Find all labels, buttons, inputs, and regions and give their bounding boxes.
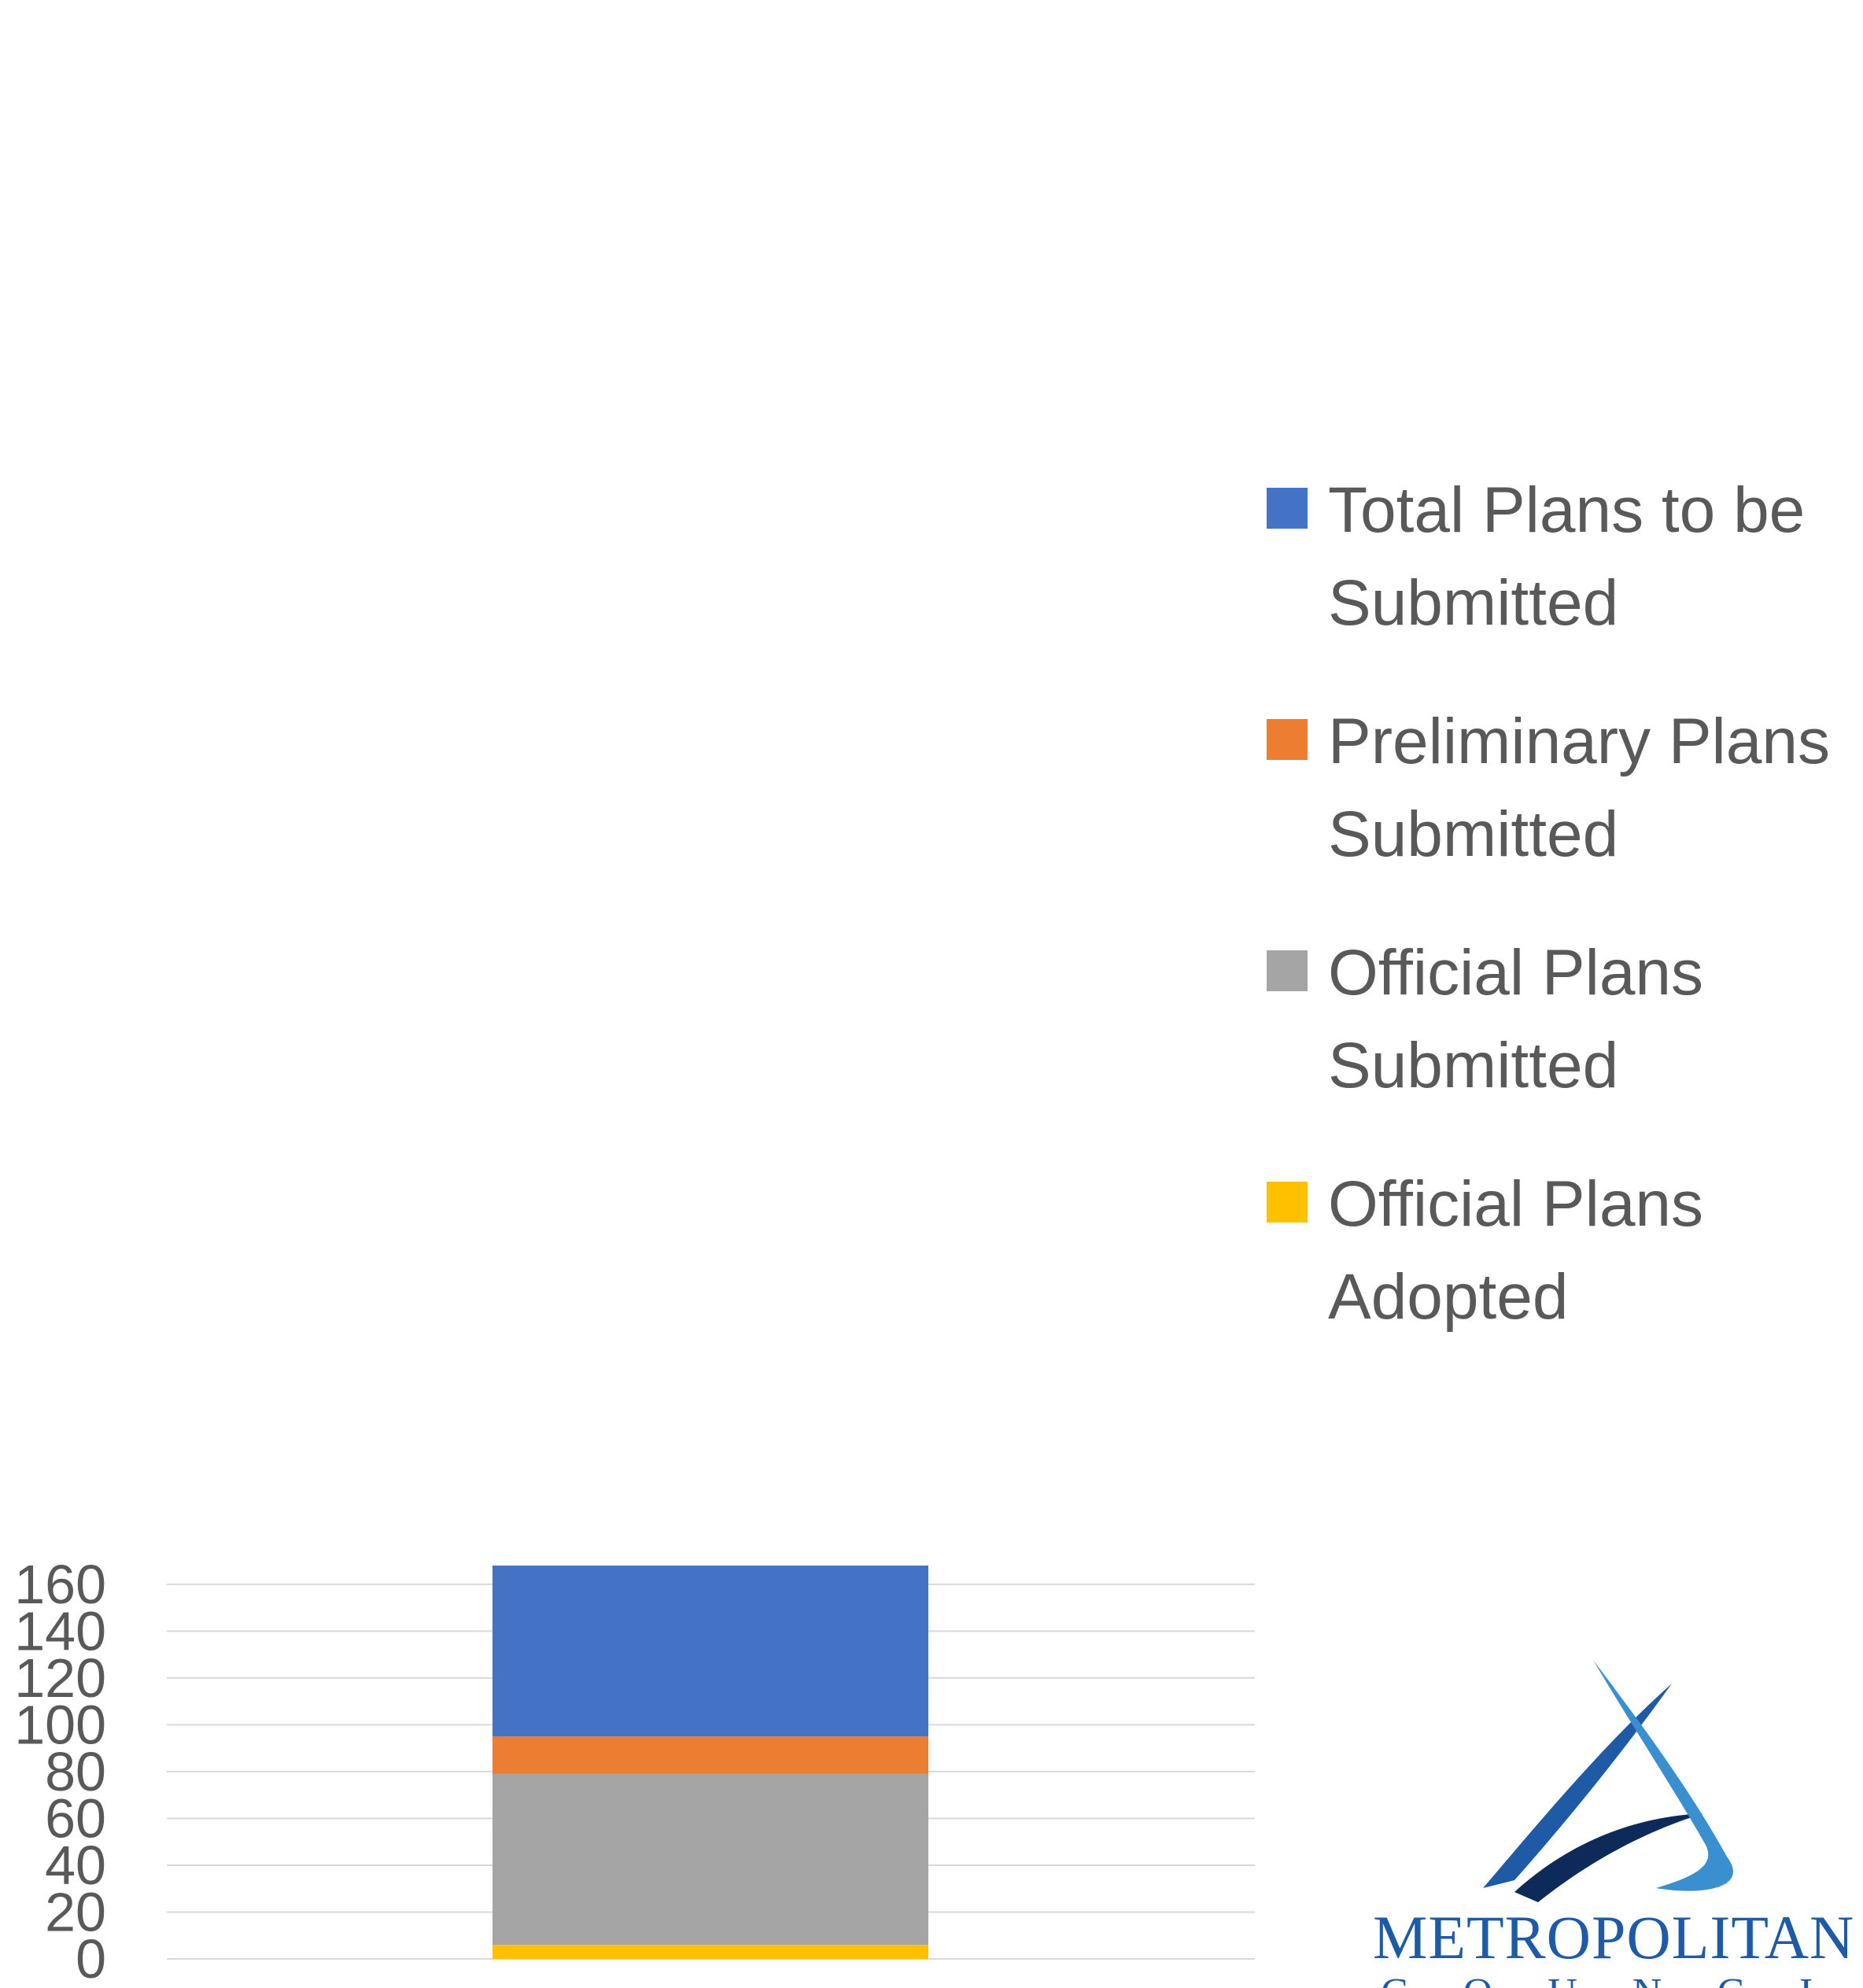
bar-segment-preliminary-plans-submitted [492,1736,928,1774]
y-tick-label: 40 [45,1835,106,1896]
legend-item: Official Plans Submitted [1267,927,1863,1112]
legend-swatch [1267,1182,1308,1223]
y-tick-label: 60 [45,1787,106,1849]
logo-wordmark: METROPOLITAN [1373,1903,1855,1971]
bar-segment-total-plans-to-be-submitted [492,1566,928,1737]
legend-label: Official Plans Submitted [1328,937,1704,1101]
bar-segment-official-plans-adopted [492,1945,928,1959]
legend-label: Official Plans Adopted [1328,1168,1704,1333]
logo-mark-icon [1483,1660,1733,1902]
y-tick-label: 80 [45,1741,106,1802]
y-tick-label: 20 [45,1881,106,1942]
chart-legend: Total Plans to be Submitted Preliminary P… [1267,464,1863,1389]
y-tick-label: 100 [14,1694,106,1755]
y-tick-label: 0 [76,1928,106,1988]
y-tick-label: 140 [14,1600,106,1662]
legend-swatch [1267,950,1308,991]
metropolitan-council-logo: METROPOLITAN COUNCIL [1373,1652,1861,1988]
bar-segments [492,1566,928,1959]
legend-label: Total Plans to be Submitted [1328,474,1806,639]
legend-item: Preliminary Plans Submitted [1267,695,1863,881]
logo-subtext: COUNCIL [1381,1970,1861,1988]
y-tick-label: 160 [14,1554,106,1615]
legend-swatch [1267,719,1308,760]
legend-item: Total Plans to be Submitted [1267,464,1863,650]
legend-swatch [1267,488,1308,529]
y-tick-label: 120 [14,1647,106,1709]
legend-item: Official Plans Adopted [1267,1158,1863,1344]
legend-label: Preliminary Plans Submitted [1328,706,1830,870]
bar-segment-official-plans-submitted [492,1773,928,1946]
